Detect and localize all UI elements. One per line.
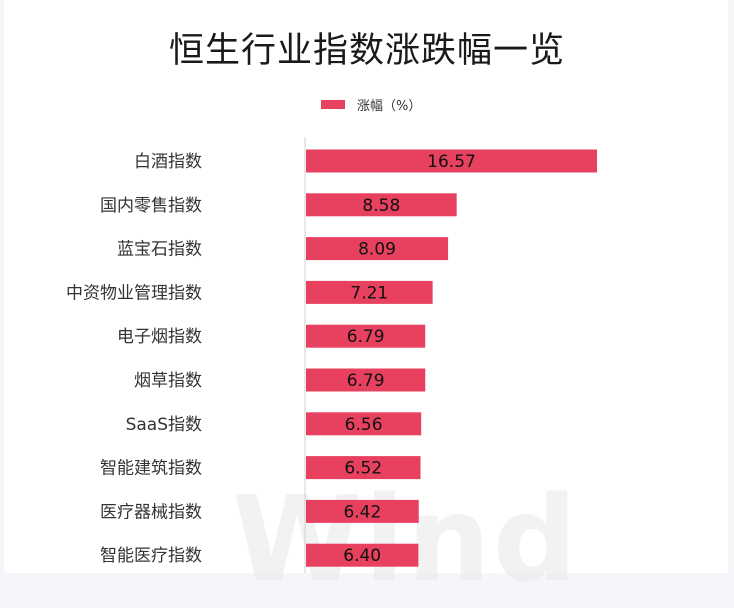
bar [306, 193, 457, 217]
bar-value-label: 8.09 [358, 240, 396, 260]
chart-title: 恒生行业指数涨跌幅一览 [168, 31, 565, 71]
bar [306, 280, 433, 304]
legend: 涨幅（%） [321, 93, 421, 115]
bar-chart: 白酒指数 16.57 国内零售指数 8.58 蓝宝石指数 8.09 中资物业管理指数 7.21… [66, 137, 597, 573]
bar-value-label: 6.52 [344, 459, 382, 479]
bar [306, 149, 597, 173]
bar-value-label: 7.21 [350, 283, 388, 303]
category-tick-label: 医疗器械指数 [100, 502, 202, 522]
bar [306, 543, 419, 567]
bar-value-label: 8.58 [362, 196, 400, 216]
bar [306, 368, 426, 392]
category-tick-label: 蓝宝石指数 [117, 240, 202, 260]
bar [306, 499, 419, 523]
bar [306, 456, 421, 480]
bar-value-label: 6.42 [343, 502, 381, 522]
category-tick-label: 中资物业管理指数 [66, 283, 202, 303]
bar-value-label: 6.40 [343, 546, 381, 566]
category-tick-label: 国内零售指数 [100, 196, 202, 216]
category-tick-label: 电子烟指数 [117, 327, 202, 347]
category-tick-label: 白酒指数 [134, 152, 202, 172]
bar [306, 237, 449, 261]
bar-value-label: 6.56 [345, 415, 383, 435]
bar-value-label: 6.79 [347, 371, 385, 391]
bar-value-label: 16.57 [427, 152, 476, 172]
bar [306, 412, 422, 436]
bar-value-label: 6.79 [347, 327, 385, 347]
legend-swatch [321, 99, 345, 109]
category-tick-label: 智能建筑指数 [100, 459, 202, 479]
bar [306, 324, 426, 348]
legend-label: 涨幅（%） [357, 98, 422, 114]
category-tick-label: 烟草指数 [134, 371, 202, 391]
category-tick-label: SaaS指数 [126, 415, 202, 435]
category-tick-label: 智能医疗指数 [100, 546, 202, 566]
